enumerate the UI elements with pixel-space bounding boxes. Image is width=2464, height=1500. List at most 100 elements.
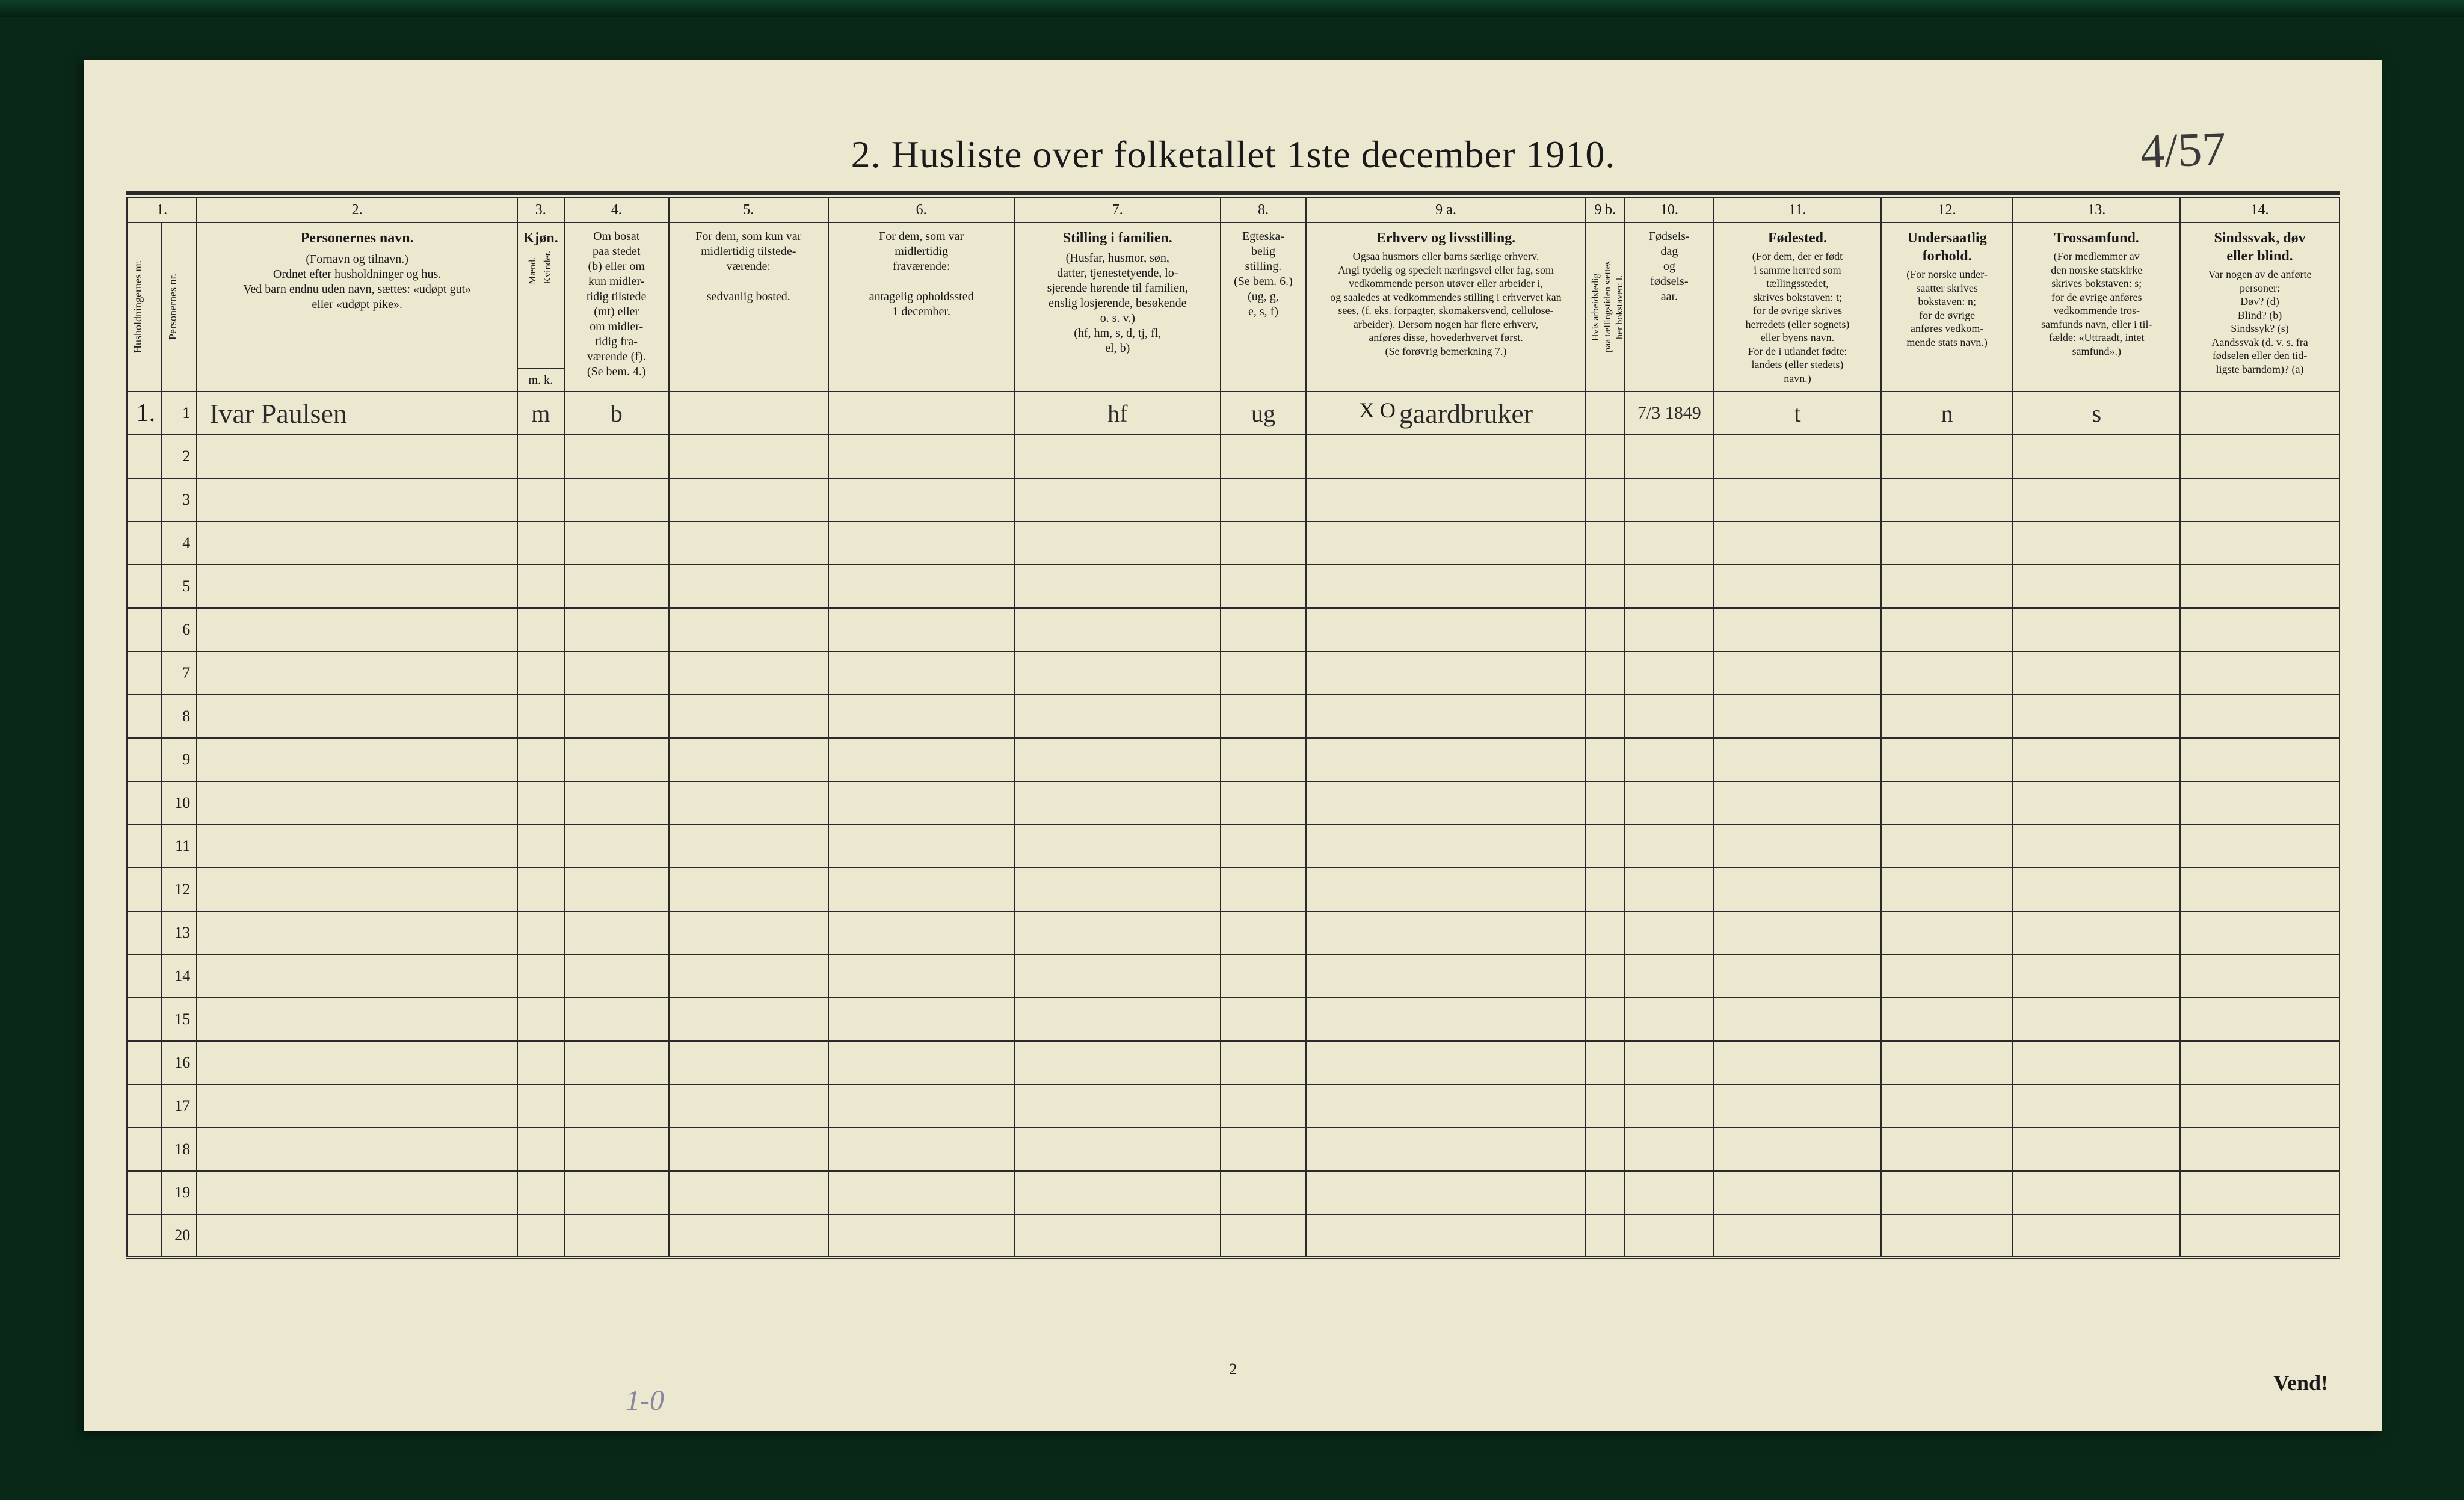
cell-blank	[564, 1041, 669, 1084]
cell-name: Ivar Paulsen	[197, 392, 517, 435]
cell-blank	[828, 521, 1015, 565]
cell-blank	[1881, 521, 2013, 565]
cell-blank	[2180, 1041, 2339, 1084]
hdr-c12-bold: Undersaatlig forhold.	[1885, 229, 2009, 265]
cell-blank	[517, 565, 564, 608]
cell-blank	[1714, 825, 1881, 868]
cell-blank	[828, 1214, 1015, 1258]
cell-erhverv: X O gaardbruker	[1306, 392, 1586, 435]
cell-blank	[828, 1084, 1015, 1128]
cell-blank	[669, 651, 828, 695]
hdr-c9a-bold: Erhverv og livsstilling.	[1310, 229, 1582, 247]
top-rule	[126, 191, 2340, 198]
cell-blank	[517, 911, 564, 954]
cell-blank	[669, 1084, 828, 1128]
colnum-8: 8.	[1221, 198, 1306, 223]
cell-blank	[564, 1128, 669, 1171]
cell-blank	[2180, 1214, 2339, 1258]
cell-blank	[828, 651, 1015, 695]
cell-personnr: 9	[162, 738, 197, 781]
cell-blank	[669, 998, 828, 1041]
hdr-c5: For dem, som kun var midlertidig tilsted…	[669, 223, 828, 392]
cell-blank	[564, 478, 669, 521]
cell-hhnr	[127, 738, 162, 781]
cell-blank	[197, 1084, 517, 1128]
cell-blank	[1586, 998, 1625, 1041]
cell-blank	[1015, 1171, 1221, 1214]
cell-blank	[1221, 825, 1306, 868]
cell-blank	[828, 998, 1015, 1041]
cell-blank	[1586, 825, 1625, 868]
cell-blank	[197, 998, 517, 1041]
cell-blank	[1881, 651, 2013, 695]
cell-blank	[1306, 1041, 1586, 1084]
cell-blank	[669, 1041, 828, 1084]
hdr-sex: Kjøn. Mænd. Kvinder.	[517, 223, 564, 369]
column-number-row: 1. 2. 3. 4. 5. 6. 7. 8. 9 a. 9 b. 10. 11…	[127, 198, 2339, 223]
cell-blank	[1625, 781, 1714, 825]
cell-blank	[1714, 998, 1881, 1041]
colnum-1: 1.	[127, 198, 197, 223]
cell-blank	[1306, 695, 1586, 738]
cell-blank	[2180, 781, 2339, 825]
cell-blank	[564, 695, 669, 738]
cell-blank	[2180, 1128, 2339, 1171]
table-row: 15	[127, 998, 2339, 1041]
cell-blank	[1714, 911, 1881, 954]
cell-blank	[1306, 478, 1586, 521]
cell-blank	[1221, 521, 1306, 565]
cell-blank	[2013, 695, 2180, 738]
cell-blank	[1306, 998, 1586, 1041]
table-row: 12	[127, 868, 2339, 911]
cell-blank	[828, 1128, 1015, 1171]
cell-blank	[1625, 1084, 1714, 1128]
table-row: 4	[127, 521, 2339, 565]
colnum-14: 14.	[2180, 198, 2339, 223]
cell-blank	[1306, 738, 1586, 781]
cell-personnr: 16	[162, 1041, 197, 1084]
cell-blank	[1881, 565, 2013, 608]
cell-blank	[1015, 478, 1221, 521]
cell-blank	[564, 825, 669, 868]
hdr-c11: Fødested. (For dem, der er født i samme …	[1714, 223, 1881, 392]
cell-blank	[828, 868, 1015, 911]
cell-blank	[1586, 781, 1625, 825]
hdr-c11-bold: Fødested.	[1718, 229, 1877, 247]
cell-blank	[1015, 998, 1221, 1041]
cell-blank	[1881, 825, 2013, 868]
cell-blank	[1714, 478, 1881, 521]
cell-personnr: 12	[162, 868, 197, 911]
hdr-c13: Trossamfund. (For medlemmer av den norsk…	[2013, 223, 2180, 392]
cell-blank	[564, 998, 669, 1041]
table-row: 10	[127, 781, 2339, 825]
table-row: 7	[127, 651, 2339, 695]
header-row: Husholdningernes nr. Personernes nr. Per…	[127, 223, 2339, 369]
cell-blank	[828, 738, 1015, 781]
cell-blank	[1221, 1128, 1306, 1171]
census-page: 2. Husliste over folketallet 1ste decemb…	[84, 60, 2382, 1431]
cell-blank	[1221, 738, 1306, 781]
cell-blank	[1714, 565, 1881, 608]
cell-blank	[1306, 608, 1586, 651]
cell-blank	[1586, 608, 1625, 651]
cell-blank	[669, 825, 828, 868]
cell-blank	[1714, 1084, 1881, 1128]
colnum-4: 4.	[564, 198, 669, 223]
cell-blank	[1714, 954, 1881, 998]
cell-personnr: 4	[162, 521, 197, 565]
cell-blank	[2180, 695, 2339, 738]
colnum-12: 12.	[1881, 198, 2013, 223]
colnum-9a: 9 a.	[1306, 198, 1586, 223]
cell-blank	[1586, 565, 1625, 608]
cell-blank	[2180, 911, 2339, 954]
cell-blank	[1714, 651, 1881, 695]
cell-blank	[1221, 651, 1306, 695]
colnum-11: 11.	[1714, 198, 1881, 223]
cell-blank	[1015, 868, 1221, 911]
cell-blank	[1881, 954, 2013, 998]
hdr-c14-rest: Var nogen av de anførte personer: Døv? (…	[2184, 268, 2335, 376]
cell-blank	[1306, 565, 1586, 608]
cell-blank	[1221, 435, 1306, 478]
cell-blank	[1881, 911, 2013, 954]
footer-vend: Vend!	[2273, 1370, 2328, 1395]
